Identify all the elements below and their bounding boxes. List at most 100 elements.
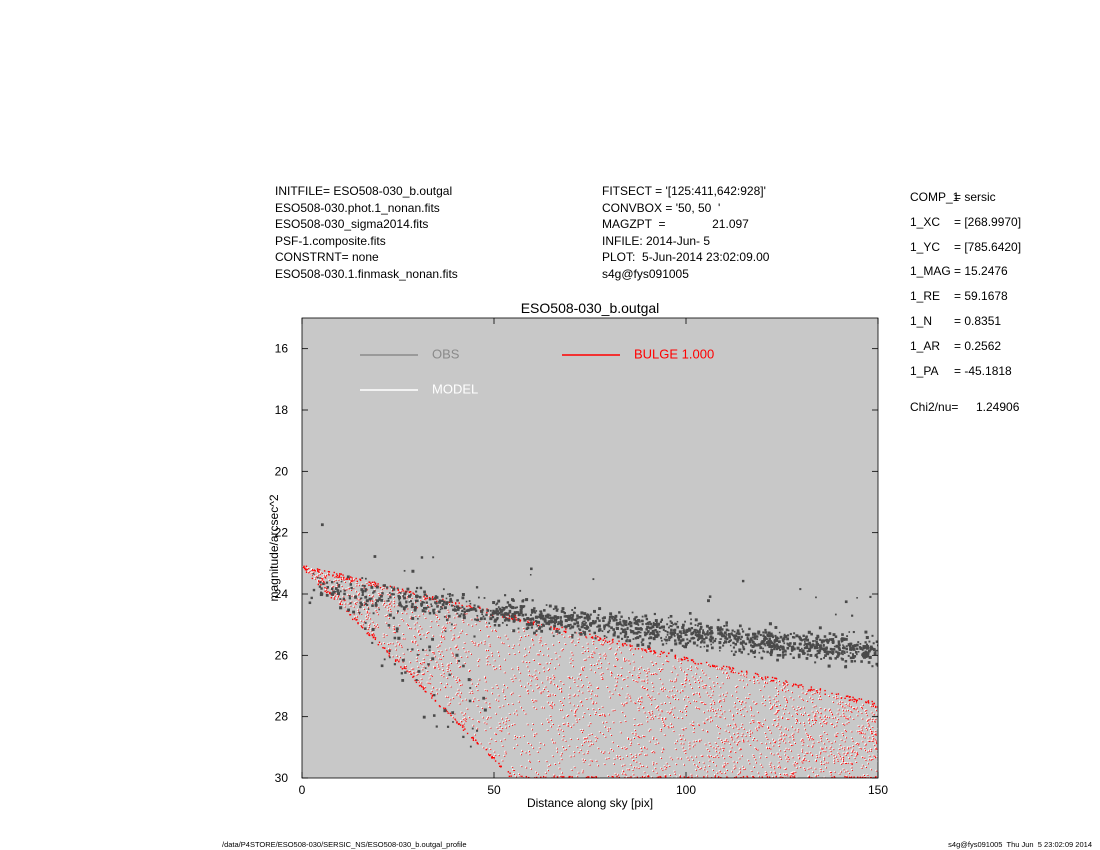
bulge-point [845, 703, 847, 705]
bulge-point [781, 689, 783, 691]
model-point [546, 669, 548, 671]
bulge-point [459, 703, 461, 705]
bulge-point [765, 771, 767, 773]
bulge-point [780, 756, 782, 758]
bulge-point [824, 715, 826, 717]
model-point [791, 771, 793, 774]
model-point [860, 711, 862, 714]
model-point [402, 652, 404, 655]
model-point [302, 566, 304, 568]
model-point [567, 635, 569, 637]
bulge-point [472, 700, 474, 702]
bulge-point [597, 687, 599, 689]
bulge-point [419, 663, 421, 665]
model-point [504, 750, 506, 752]
model-point [661, 750, 663, 753]
model-point [552, 677, 554, 679]
bulge-point [721, 713, 723, 715]
bulge-point [537, 751, 539, 753]
bulge-point [772, 706, 774, 708]
bulge-point [360, 624, 362, 626]
bulge-point [621, 667, 623, 669]
model-point [687, 679, 690, 681]
bulge-point [652, 673, 654, 675]
model-point [819, 707, 821, 709]
model-point [676, 689, 678, 691]
bulge-point [740, 703, 742, 705]
bulge-point [622, 712, 624, 714]
bulge-point [716, 751, 718, 753]
model-point [718, 769, 720, 772]
model-point [627, 737, 629, 740]
model-point [814, 759, 817, 761]
model-point [516, 743, 518, 746]
bulge-point [445, 687, 447, 689]
model-point [713, 702, 715, 704]
bulge-point [563, 723, 565, 725]
model-point [410, 667, 412, 669]
bulge-point [831, 771, 833, 773]
bulge-point [433, 635, 435, 637]
model-point [528, 646, 531, 648]
bulge-point [746, 674, 748, 676]
bulge-point [717, 683, 719, 685]
model-point [733, 722, 735, 724]
bulge-point [692, 746, 694, 748]
bulge-point [785, 754, 787, 756]
bulge-point [560, 709, 562, 711]
model-point [718, 747, 720, 749]
bulge-point [665, 768, 667, 770]
model-point [835, 721, 837, 723]
bulge-point [662, 664, 664, 666]
model-point [498, 729, 500, 731]
bulge-point [691, 687, 693, 689]
model-point [417, 630, 419, 632]
bulge-point [842, 762, 844, 764]
bulge-point [836, 756, 838, 758]
model-point [650, 751, 652, 753]
bulge-point [760, 753, 762, 755]
model-point [370, 629, 372, 631]
bulge-point [553, 644, 555, 646]
bulge-point [853, 718, 855, 720]
model-point [791, 756, 793, 758]
model-point [820, 734, 822, 736]
model-point [757, 775, 760, 777]
model-point [532, 643, 534, 645]
bulge-point [407, 625, 409, 627]
model-point [872, 754, 874, 756]
model-point [418, 625, 420, 627]
bulge-point [833, 749, 835, 751]
model-point [769, 741, 771, 743]
bulge-point [871, 733, 873, 735]
model-point [839, 743, 841, 746]
model-point [819, 737, 822, 739]
bulge-point [613, 722, 615, 724]
bulge-point [792, 772, 794, 774]
model-point [807, 717, 810, 720]
bulge-point [818, 741, 820, 743]
model-point [738, 748, 740, 750]
model-point [638, 762, 640, 764]
bulge-point [552, 756, 554, 758]
model-point [673, 770, 675, 772]
model-point [811, 710, 813, 712]
model-point [796, 730, 798, 732]
model-point [581, 651, 583, 654]
bulge-point [779, 728, 781, 730]
model-point [443, 637, 445, 639]
model-point [577, 641, 579, 643]
header-middle-line: s4g@fys091005 [602, 266, 689, 281]
bulge-point [785, 705, 787, 707]
model-point [672, 686, 674, 688]
bulge-point [605, 736, 607, 738]
model-point [792, 735, 794, 737]
bulge-point [757, 712, 759, 714]
model-point [845, 752, 847, 754]
bulge-point [609, 691, 611, 693]
bulge-point [696, 701, 698, 703]
model-point [842, 712, 844, 714]
model-point [421, 661, 423, 663]
bulge-point [498, 636, 500, 638]
bulge-point [583, 667, 585, 669]
